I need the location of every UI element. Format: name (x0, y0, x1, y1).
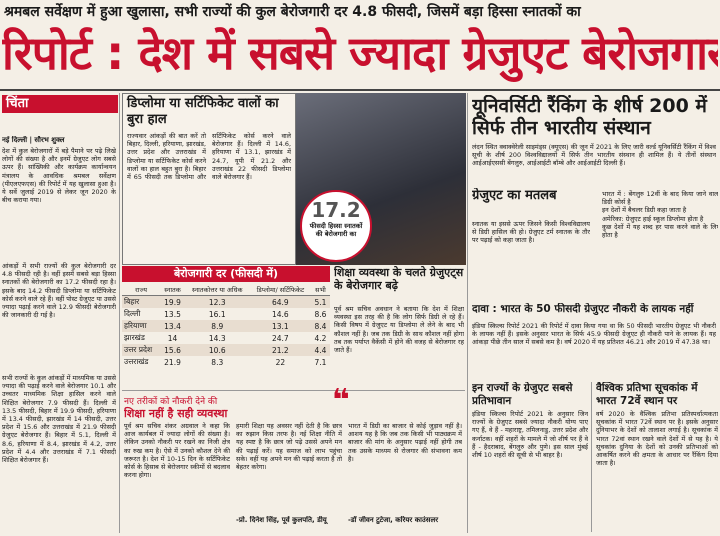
table-row: झारखंड 14 14.3 24.7 4.2 (122, 332, 330, 344)
box-title: ग्रेजुएट का मतलब (472, 188, 557, 203)
kicker: श्रमबल सर्वेक्षण में हुआ खुलासा, सभी राज… (4, 4, 581, 20)
article-title: इन राज्यों के ग्रेजुएट सबसे प्रतिभावान (472, 382, 573, 407)
table-cell: हरियाणा (122, 320, 161, 332)
paragraph: लंदन स्थित क्वाक्वेरेली साइमंड्स (क्यूएस… (472, 143, 716, 168)
table-cell: झारखंड (124, 333, 145, 342)
table-cell: उत्तर प्रदेश (122, 344, 161, 356)
box-title: डिप्लोमा या सर्टिफिकेट वालों का बुरा हाल (127, 96, 279, 127)
article-title: दावा : भारत के 50 फीसदी ग्रेजुएट नौकरी क… (472, 303, 694, 315)
table-row: उत्तर प्रदेश 15.6 10.6 21.2 4.4 (122, 344, 330, 356)
table-cell: 14.3 (208, 333, 226, 343)
paragraph: भारत में डिग्री का बाजार से कोई जुड़ाव न… (348, 422, 462, 463)
rule (0, 89, 720, 91)
table-cell: 14 (167, 333, 178, 343)
column-header: डिप्लोमा/ सर्टिफिकेट (249, 284, 311, 296)
paragraph: वर्ष 2020 के वैश्विक प्रतिभा प्रतिस्पर्ध… (596, 410, 718, 468)
column-header: सभी (311, 284, 330, 296)
paragraph: पूर्व श्रम सचिव अवधान ने बताया कि देश मे… (334, 305, 464, 355)
table-row: हरियाणा 13.4 8.9 13.1 8.4 (122, 320, 330, 332)
stat-circle: 17.2 फीसदी हिस्सा स्नातकों की बेरोजगारी … (300, 190, 372, 262)
article-title: शिक्षा व्यवस्था के चलते ग्रेजुएट्स के बे… (334, 266, 464, 292)
paragraph: हमारी शिक्षा यह अवसर नहीं देती है कि छात… (236, 422, 342, 472)
header-row: राज्य स्नातक स्नातकोत्तर या अधिक डिप्लोमा/ … (122, 284, 330, 296)
section-label: चिंता (2, 95, 118, 113)
column-header: स्नातक (160, 284, 185, 296)
table-cell: 8.9 (184, 320, 250, 332)
article-title: यूनिवर्सिटी रैंकिंग के शीर्ष 200 में सिर… (472, 95, 707, 139)
table-cell: 64.9 (249, 295, 311, 308)
quote-mark: ❝ (332, 386, 350, 416)
table-cell: 13.1 (249, 320, 311, 332)
quote-attribution: -प्रो. दिनेश सिंह, पूर्व कुलपति, डीयू (236, 516, 327, 524)
column-header: स्नातकोत्तर या अधिक (184, 284, 250, 296)
table-cell: 13.5 (164, 309, 181, 319)
paragraph: देश में कुल बेरोजगारों में बड़े पैमाने प… (2, 147, 116, 205)
stat-caption: फीसदी हिस्सा स्नातकों की बेरोजगारी का (309, 222, 363, 238)
table-row: दिल्ली 13.5 16.1 14.6 8.6 (122, 308, 330, 320)
table-cell: 5.1 (311, 295, 330, 308)
table-row: बिहार 19.9 12.3 64.9 5.1 (122, 295, 330, 308)
table-cell: 7.1 (314, 357, 327, 367)
bullet: भारत में : बेंगलुरु 12वीं के बाद किया जा… (602, 190, 718, 206)
paragraph: पूर्व श्रम सचिव शंकर अग्रवाल ने कहा कि आ… (124, 422, 230, 480)
table-cell: 14.6 (272, 309, 289, 319)
table-cell: 8.3 (211, 357, 224, 367)
table-cell: 16.1 (208, 309, 226, 319)
table-cell: 4.2 (314, 333, 327, 343)
table-cell: 19.9 (160, 295, 185, 308)
table-cell: 15.6 (160, 344, 185, 356)
paragraph: आंकड़ों में सभी राज्यों की कुल बेरोजगारी… (2, 262, 116, 320)
table-row: उत्तराखंड 21.9 8.3 22 7.1 (122, 356, 330, 368)
table-cell: 12.3 (184, 295, 250, 308)
stat-value: 17.2 (311, 198, 361, 222)
divider (122, 390, 465, 391)
table-cell: 8.6 (314, 309, 327, 319)
divider (591, 382, 592, 532)
table-wrap: राज्य स्नातक स्नातकोत्तर या अधिक डिप्लोमा/ … (122, 284, 330, 388)
paragraph: इंडिया स्किल्स रिपोर्ट 2021 की रिपोर्ट म… (472, 322, 716, 347)
table-cell: 22 (275, 357, 286, 367)
table-cell: 10.6 (184, 344, 250, 356)
table-cell: 13.4 (160, 320, 185, 332)
graduate-box: ग्रेजुएट का मतलब स्नातक या इससे ऊपर जिसन… (470, 188, 718, 264)
article-kicker: नए तरीकों को नौकरी देने की (124, 397, 218, 407)
diploma-box: डिप्लोमा या सर्टिफिकेट वालों का बुरा हाल… (122, 93, 296, 265)
table-cell: 24.7 (272, 333, 289, 343)
table-cell: 4.4 (311, 344, 330, 356)
paragraph: स्नातक या इससे ऊपर जिसने किसी विश्वविद्य… (472, 220, 590, 245)
bullet: कुछ देशों में यह शब्द हर पास करने वाले क… (602, 223, 718, 239)
table-title: बेरोजगारी दर (फीसदी में) (122, 266, 330, 282)
bullet: इन देशों में बैचलर डिग्री कहा जाता है (602, 206, 718, 214)
headline: रिपोर्ट : देश में सबसे ज्यादा ग्रेजुएट ब… (2, 26, 718, 80)
table-cell: 8.4 (311, 320, 330, 332)
paragraph: सभी राज्यों के कुल आंकड़ों में माध्यमिक … (2, 374, 116, 465)
table-cell: 21.2 (249, 344, 311, 356)
table-cell: बिहार (122, 295, 161, 308)
table-cell: 21.9 (164, 357, 181, 367)
dateline: नई दिल्ली | सौरभ शुक्ल (2, 136, 65, 144)
article-title: शिक्षा नहीं है सही व्यवस्था (124, 407, 228, 420)
quote-attribution: -डॉ जीवन टुटेजा, करियर काउंसलर (348, 516, 439, 524)
table-cell: दिल्ली (124, 309, 141, 318)
paragraph: राज्यवार आंकड़ों की बात करें तो बिहार, द… (127, 132, 291, 182)
paragraph: इंडिया स्किल्स रिपोर्ट 2021 के अनुसार जि… (472, 410, 588, 460)
table-cell: उत्तराखंड (124, 357, 149, 366)
article-title: वैश्विक प्रतिभा सूचकांक में भारत 72वें स… (596, 382, 698, 407)
bullet-list: भारत में : बेंगलुरु 12वीं के बाद किया जा… (594, 190, 718, 262)
bullet: अमेरिका: ग्रेजुएट हाई स्कूल डिप्लोमा होत… (602, 215, 718, 223)
divider (467, 93, 468, 533)
table: राज्य स्नातक स्नातकोत्तर या अधिक डिप्लोमा/ … (122, 284, 330, 368)
divider (119, 93, 120, 533)
column-header: राज्य (122, 284, 161, 296)
